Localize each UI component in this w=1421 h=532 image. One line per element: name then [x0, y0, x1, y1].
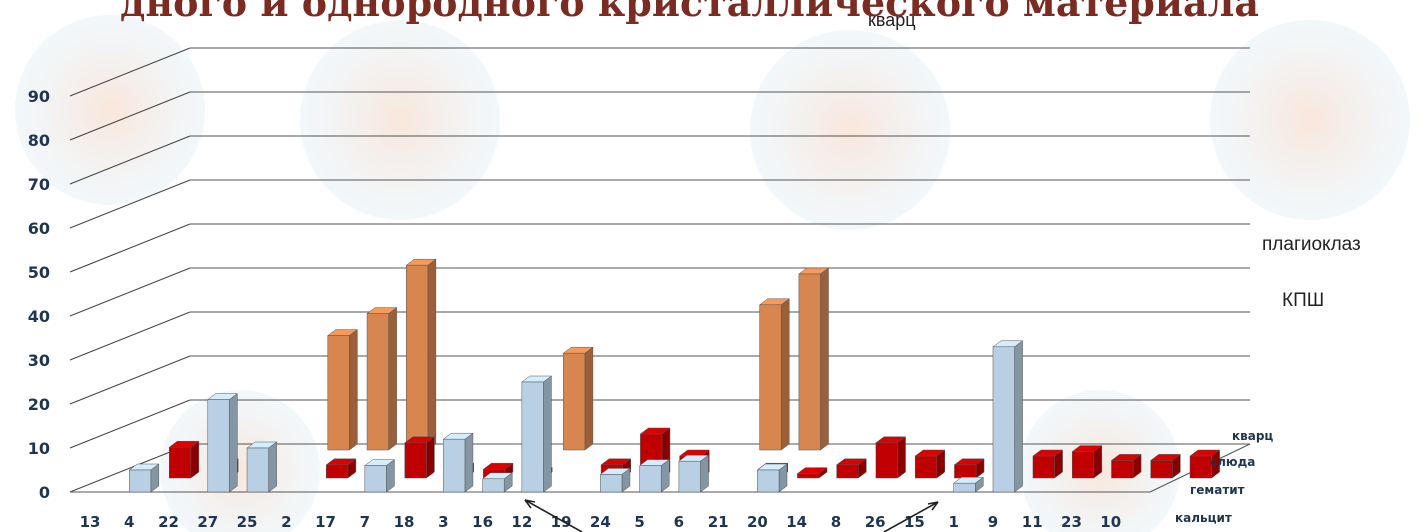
bar-кальцит-25	[246, 441, 278, 493]
bars-front-rows	[128, 340, 1221, 493]
grid-diagonal-70	[69, 135, 191, 185]
bar-кальцит-24	[599, 467, 631, 493]
grid-diagonal-50	[69, 223, 191, 273]
bar-гематит-23	[1110, 453, 1142, 479]
x-tick-14: 14	[786, 513, 807, 531]
depth-labels: кальцит гематит слюда кварц	[1175, 429, 1273, 525]
grid-diagonal-80	[69, 91, 191, 141]
y-tick-60: 60	[28, 219, 50, 238]
depth-label-кварц: кварц	[1232, 429, 1273, 443]
bar-кальцит-3	[442, 432, 474, 493]
x-tick-2: 2	[281, 513, 291, 531]
x-tick-26: 26	[865, 513, 886, 531]
y-tick-50: 50	[28, 263, 50, 282]
grid-diagonal-20	[69, 355, 191, 405]
x-tick-17: 17	[315, 513, 336, 531]
x-tick-4: 4	[124, 513, 134, 531]
depth-label-гематит: гематит	[1190, 483, 1245, 497]
bar-гематит-14	[835, 458, 868, 479]
label-kvarts: кварц	[868, 10, 916, 30]
depth-label-кальцит: кальцит	[1175, 511, 1232, 525]
grid-diagonal-90	[69, 47, 191, 97]
bar-кальцит-9	[992, 340, 1024, 493]
label-kpsh: КПШ	[1282, 290, 1324, 311]
grid-diagonal-60	[69, 179, 191, 229]
y-tick-0: 0	[39, 483, 50, 502]
x-tick-1: 1	[948, 513, 958, 531]
bar-гематит-7	[404, 436, 436, 479]
x-tick-21: 21	[708, 513, 729, 531]
y-tick-70: 70	[28, 175, 50, 194]
x-tick-20: 20	[747, 513, 768, 531]
pointer-arrows	[524, 499, 939, 532]
x-tick-10: 10	[1100, 513, 1121, 531]
bar-кальцит-1	[952, 476, 985, 493]
bar-гематит-8	[875, 436, 907, 479]
bar-кальцит-6	[678, 454, 710, 493]
bar-КПШ-25	[366, 307, 398, 451]
chart-title: дного и однородного кристаллического мат…	[120, 0, 1259, 25]
x-tick-5: 5	[634, 513, 644, 531]
y-tick-labels: 0 10 20 30 40 50 60 70 80 90	[28, 87, 50, 502]
bar-гематит-20	[796, 467, 828, 479]
x-tick-13: 13	[80, 513, 101, 531]
grid-diagonal-30	[69, 311, 191, 361]
y-tick-40: 40	[28, 307, 50, 326]
x-tick-labels: 13 4 22 27 25 2 17 7 18 3 16 12 19 24 5 6 21 20 14 8 26 15 1 9 1…	[80, 513, 1122, 531]
x-tick-22: 22	[158, 513, 179, 531]
x-tick-9: 9	[988, 513, 998, 531]
bar-гематит-10	[1149, 453, 1182, 479]
bar-гематит-26	[914, 449, 946, 479]
bar-гематит-undefined	[1189, 449, 1221, 479]
label-plagioklaz: плагиоклаз	[1262, 234, 1361, 255]
y-tick-30: 30	[28, 351, 50, 370]
x-tick-8: 8	[831, 513, 841, 531]
bar-кальцит-20	[756, 463, 788, 493]
bar-кальцит-16	[481, 472, 513, 493]
bar-КПШ-6	[798, 267, 830, 451]
x-tick-11: 11	[1022, 513, 1043, 531]
bar-гематит-11	[1071, 445, 1103, 479]
depth-label-слюда: слюда	[1210, 455, 1255, 469]
x-tick-6: 6	[674, 513, 684, 531]
bar-кальцит-5	[638, 459, 670, 493]
x-tick-24: 24	[590, 513, 611, 531]
x-tick-3: 3	[438, 513, 448, 531]
y-tick-80: 80	[28, 131, 50, 150]
bar-КПШ-5	[758, 298, 790, 451]
bar-гематит-9	[1032, 449, 1064, 479]
bar-КПШ-27	[327, 329, 359, 451]
x-tick-18: 18	[394, 513, 415, 531]
bar-КПШ-3	[562, 346, 594, 451]
y-tick-90: 90	[28, 87, 50, 106]
x-tick-25: 25	[237, 513, 258, 531]
x-tick-12: 12	[511, 513, 532, 531]
bar-кальцит-27	[207, 393, 239, 493]
x-tick-23: 23	[1061, 513, 1082, 531]
bar-кальцит-7	[364, 459, 396, 493]
x-tick-7: 7	[360, 513, 370, 531]
x-tick-16: 16	[472, 513, 493, 531]
bar-кальцит-12	[521, 375, 553, 493]
grid-diagonal-40	[69, 267, 191, 317]
grid-diagonal-10	[69, 399, 191, 449]
y-tick-20: 20	[28, 395, 50, 414]
bar-гематит-2	[325, 458, 357, 479]
y-tick-10: 10	[28, 439, 50, 458]
bars-back-rows	[327, 258, 830, 451]
bar-кальцит-4	[128, 463, 160, 493]
x-tick-27: 27	[197, 513, 218, 531]
bar-гематит-4	[168, 440, 200, 479]
bar-гематит-15	[953, 458, 985, 479]
bar-КПШ-2	[405, 258, 437, 451]
